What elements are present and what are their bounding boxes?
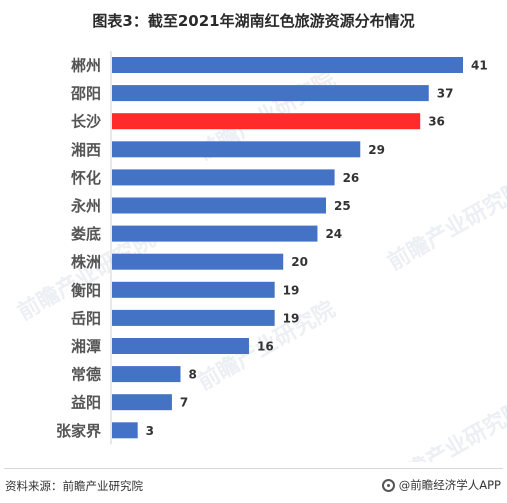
value-label: 3 — [146, 424, 154, 438]
category-label: 长沙 — [71, 113, 101, 131]
bar — [112, 57, 463, 73]
bar — [112, 225, 318, 242]
bar — [112, 366, 181, 383]
category-label: 永州 — [70, 197, 101, 215]
category-label: 邵阳 — [70, 85, 101, 103]
brand-credit: @前瞻经济学人APP — [381, 477, 501, 493]
footer-divider — [4, 468, 503, 469]
bar — [112, 141, 361, 158]
category-label: 张家界 — [56, 422, 101, 440]
value-label: 24 — [325, 227, 342, 241]
bar — [112, 422, 138, 439]
value-label: 37 — [437, 87, 454, 101]
bar — [112, 338, 249, 354]
category-label: 常德 — [71, 366, 101, 384]
chart-title: 图表3：截至2021年湖南红色旅游资源分布情况 — [92, 12, 415, 30]
bar — [112, 253, 284, 270]
category-label: 湘西 — [71, 141, 101, 159]
bar-highlight — [112, 113, 421, 130]
bar — [112, 169, 335, 186]
bar — [112, 85, 429, 102]
category-label: 株洲 — [71, 253, 101, 271]
category-label: 郴州 — [71, 57, 101, 75]
category-label: 湘潭 — [71, 338, 101, 356]
watermark-text: 前瞻产业研究院 — [383, 396, 507, 462]
value-label: 20 — [291, 255, 308, 269]
category-label: 益阳 — [71, 394, 101, 412]
value-label: 19 — [283, 311, 300, 325]
bar-chart: 前瞻产业研究院前瞻产业研究院前瞻产业研究院前瞻产业研究院前瞻产业研究院郴州41邵… — [13, 51, 507, 462]
category-label: 岳阳 — [71, 309, 101, 327]
value-label: 41 — [471, 59, 488, 73]
bar — [112, 309, 275, 326]
category-label: 衡阳 — [71, 281, 101, 299]
bar — [112, 197, 327, 214]
watermark-text: 前瞻产业研究院 — [383, 176, 507, 276]
footer: 资料来源：前瞻产业研究院 @前瞻经济学人APP — [0, 468, 507, 503]
brand-logo-icon — [381, 478, 395, 492]
value-label: 8 — [188, 368, 196, 382]
source-note: 资料来源：前瞻产业研究院 — [5, 479, 143, 493]
value-label: 19 — [283, 283, 300, 297]
brand-text: @前瞻经济学人APP — [398, 478, 501, 492]
value-label: 36 — [428, 115, 445, 129]
value-label: 29 — [368, 143, 385, 157]
value-label: 7 — [180, 396, 188, 410]
category-label: 娄底 — [71, 225, 101, 243]
category-label: 怀化 — [71, 169, 101, 187]
bar — [112, 394, 172, 411]
value-label: 26 — [343, 171, 360, 185]
bar — [112, 281, 275, 298]
value-label: 25 — [334, 199, 351, 213]
value-label: 16 — [257, 340, 274, 354]
